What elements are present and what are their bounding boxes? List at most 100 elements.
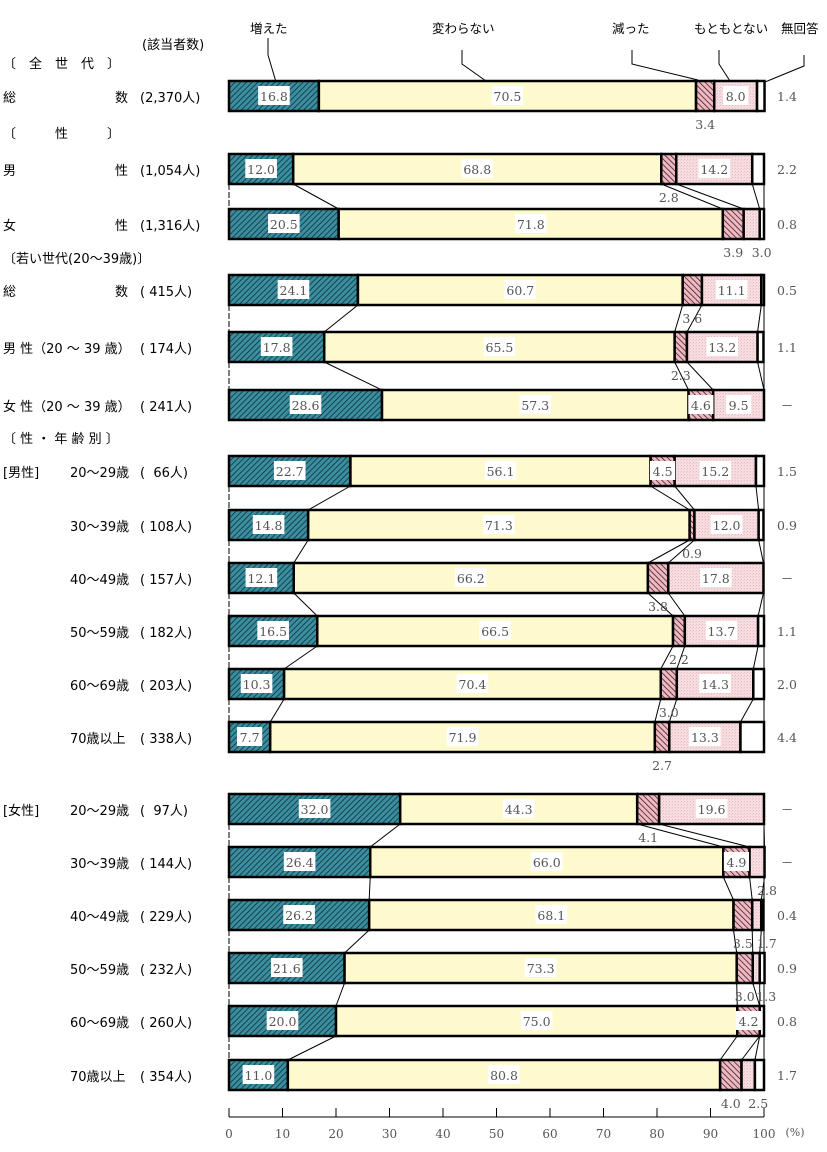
- svg-text:7.7: 7.7: [240, 730, 260, 745]
- bar-segment-decreased: [732, 898, 754, 932]
- row-label: 男: [3, 164, 17, 179]
- svg-text:－: －: [781, 802, 794, 817]
- row-label: 60～69歳: [70, 1016, 130, 1031]
- bars: 16.8 70.5 3.4 8.0 1.4 12.0 68.8 2.8 14.2 2.2 20.5 7…: [227, 79, 797, 1111]
- row-count: ( 338人): [140, 732, 193, 747]
- svg-text:80.8: 80.8: [490, 1068, 518, 1083]
- row-label: 30～39歳: [70, 520, 130, 535]
- svg-text:3.0: 3.0: [659, 705, 679, 720]
- svg-text:66.5: 66.5: [481, 624, 509, 639]
- svg-text:13.2: 13.2: [708, 340, 736, 355]
- svg-text:71.8: 71.8: [517, 217, 545, 232]
- section-sex: 〔 性 〕: [3, 127, 121, 142]
- row-count: ( 66人): [140, 466, 188, 481]
- section-young: 〔若い世代(20～39歳)〕: [3, 252, 151, 267]
- bar-row: 14.8 71.3 0.9 12.0 0.9: [227, 508, 797, 561]
- row-label: 20～29歳: [70, 466, 130, 481]
- legend-unchanged: 変わらない: [432, 21, 495, 36]
- svg-text:32.0: 32.0: [301, 802, 329, 817]
- bar-segment-no-answer: [758, 951, 766, 985]
- bar-row: 28.6 57.3 4.6 9.5 －: [227, 388, 794, 422]
- svg-text:3.8: 3.8: [648, 599, 668, 614]
- row-label-suffix: 数: [115, 91, 129, 106]
- legend-leader-line: [718, 50, 731, 82]
- row-count: ( 354人): [140, 1070, 193, 1085]
- svg-text:57.3: 57.3: [521, 398, 549, 413]
- bar-segment-no-answer: [756, 614, 766, 648]
- svg-text:4.2: 4.2: [739, 1014, 759, 1029]
- svg-text:65.5: 65.5: [486, 340, 514, 355]
- svg-text:3.6: 3.6: [682, 311, 702, 326]
- svg-text:0.5: 0.5: [777, 283, 797, 298]
- svg-text:71.3: 71.3: [485, 518, 513, 533]
- svg-text:3.9: 3.9: [723, 245, 743, 260]
- row-count: (2,370人): [140, 91, 201, 106]
- x-tick-label: 60: [542, 1127, 557, 1141]
- svg-text:12.1: 12.1: [247, 571, 275, 586]
- row-count: (1,316人): [140, 219, 201, 234]
- bar-segment-decreased: [671, 614, 687, 648]
- svg-text:13.3: 13.3: [691, 730, 719, 745]
- bar-row: 26.2 68.1 3.5 1.70.4: [227, 898, 797, 951]
- svg-text:70.5: 70.5: [494, 89, 522, 104]
- legend-increased: 増えた: [250, 21, 288, 36]
- svg-text:10.3: 10.3: [243, 677, 271, 692]
- bar-segment-no-answer: [755, 79, 766, 113]
- row-count: ( 174人): [140, 342, 193, 357]
- bar-segment-decreased: [735, 951, 755, 985]
- legend-leader-line: [631, 50, 699, 81]
- svg-text:2.2: 2.2: [669, 652, 689, 667]
- svg-text:15.2: 15.2: [701, 464, 729, 479]
- row-label: 70歳以上: [70, 732, 126, 747]
- row-label: 30～39歳: [70, 857, 130, 872]
- svg-text:4.0: 4.0: [721, 1096, 741, 1111]
- section-all: 〔 全 世 代 〕: [3, 57, 121, 72]
- svg-text:1.7: 1.7: [757, 936, 777, 951]
- legend-leader-line: [461, 50, 487, 82]
- row-count: ( 232人): [140, 963, 193, 978]
- bar-segment-no-answer: [752, 667, 766, 701]
- bar-segment-decreased: [646, 561, 670, 595]
- x-tick-label: 20: [328, 1127, 343, 1141]
- bar-segment-no-answer: [753, 1058, 766, 1092]
- svg-text:1.7: 1.7: [777, 1068, 797, 1083]
- svg-text:2.0: 2.0: [777, 677, 797, 692]
- section-female: [女性]: [3, 804, 40, 819]
- svg-text:21.6: 21.6: [273, 961, 301, 976]
- svg-text:14.3: 14.3: [701, 677, 729, 692]
- bar-row: 20.5 71.8 3.9 3.0 0.8: [227, 207, 797, 260]
- bar-row: 11.0 80.8 4.0 2.5 1.7: [227, 1058, 797, 1111]
- legend-leader-line: [764, 55, 805, 83]
- svg-text:2.3: 2.3: [671, 368, 691, 383]
- svg-text:4.9: 4.9: [727, 855, 747, 870]
- row-count: ( 203人): [140, 679, 193, 694]
- bar-segment-no-answer: [758, 207, 766, 241]
- x-tick-label: 30: [382, 1127, 397, 1141]
- connector-lines: [228, 38, 805, 1061]
- section-sex-age: 〔 性 ・ 年 齢 別 〕: [3, 432, 119, 447]
- row-label: 40～49歳: [70, 910, 130, 925]
- svg-text:3.0: 3.0: [735, 989, 755, 1004]
- bar-row: 10.3 70.4 3.0 14.3 2.0: [227, 667, 797, 720]
- svg-text:70.4: 70.4: [459, 677, 487, 692]
- bar-segment-decreased: [635, 792, 661, 826]
- bar-segment-decreased: [694, 79, 716, 113]
- legend-no-answer: 無回答: [781, 21, 819, 36]
- row-label-suffix: 性: [115, 164, 129, 179]
- legend-leader-line: [267, 38, 277, 83]
- x-tick-label: 70: [596, 1127, 611, 1141]
- svg-text:3.0: 3.0: [752, 245, 772, 260]
- svg-text:－: －: [781, 398, 794, 413]
- x-tick-label: 80: [649, 1127, 664, 1141]
- row-label-suffix: 性: [115, 219, 129, 234]
- bar-row: 32.0 44.3 4.1 19.6 －: [227, 792, 794, 845]
- svg-text:1.3: 1.3: [756, 989, 776, 1004]
- row-label: 総: [3, 285, 17, 300]
- svg-text:28.6: 28.6: [292, 398, 320, 413]
- row-label: 総: [3, 91, 17, 106]
- svg-text:68.8: 68.8: [463, 162, 491, 177]
- bar-segment-none-originally: [748, 845, 766, 879]
- x-tick-label: 50: [489, 1127, 504, 1141]
